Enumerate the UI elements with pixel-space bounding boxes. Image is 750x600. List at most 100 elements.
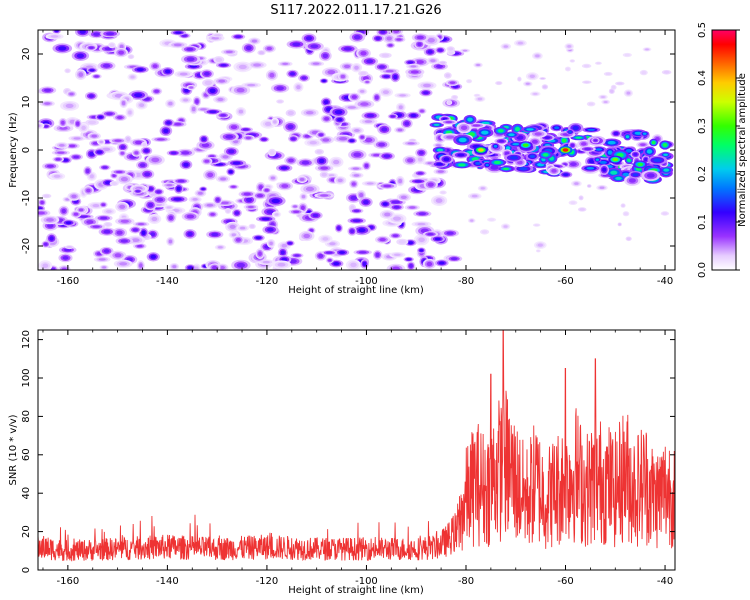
heatmap-cell: [69, 144, 76, 148]
heatmap-cell: [325, 251, 333, 254]
heatmap-cell: [618, 223, 621, 226]
heatmap-cell: [328, 259, 332, 262]
heatmap-cell: [396, 38, 402, 41]
heatmap-cell: [584, 81, 590, 84]
heatmap-cell: [50, 267, 56, 270]
heatmap-cell: [533, 92, 538, 95]
heatmap-cell: [182, 34, 187, 37]
heatmap-cell: [612, 157, 619, 162]
heatmap-cell: [141, 230, 146, 235]
heatmap-cell: [214, 34, 221, 37]
heatmap-cell: [215, 163, 224, 166]
heatmap-cell: [662, 212, 668, 215]
heatmap-cell: [304, 134, 310, 138]
heatmap-cell: [65, 103, 74, 108]
spectrogram-ticks: -160 -140 -120 -100 -80 -60 -40 20 10 0 -10 -20: [21, 30, 675, 287]
heatmap-cell: [409, 263, 413, 268]
heatmap-cell: [581, 142, 587, 146]
heatmap-cell: [365, 80, 370, 84]
heatmap-cell: [204, 159, 210, 163]
snr-ylabel: SNR (10 * v/v): [8, 414, 19, 485]
heatmap-cell: [497, 129, 504, 133]
heatmap-cell: [165, 69, 171, 74]
heatmap-cell: [207, 172, 214, 178]
heatmap-cell: [408, 241, 413, 245]
heatmap-cell: [640, 143, 646, 146]
heatmap-cell: [443, 157, 450, 162]
heatmap-cell: [610, 170, 618, 175]
heatmap-cell: [663, 70, 670, 74]
heatmap-cell: [599, 186, 605, 189]
heatmap-cell: [144, 172, 151, 177]
heatmap-cell: [261, 138, 267, 141]
heatmap-cell: [496, 81, 501, 85]
heatmap-cell: [382, 90, 389, 94]
heatmap-cell: [445, 121, 453, 124]
heatmap-cell: [61, 267, 67, 270]
heatmap-cell: [621, 204, 625, 207]
heatmap-cell: [209, 155, 215, 158]
heatmap-cell: [375, 252, 380, 257]
heatmap-cell: [103, 229, 111, 234]
heatmap-cell: [434, 237, 441, 241]
heatmap-cell: [324, 117, 330, 121]
heatmap-cell: [226, 209, 230, 213]
heatmap-cell: [204, 71, 210, 76]
heatmap-cell: [436, 64, 443, 68]
heatmap-cell: [475, 161, 481, 165]
heatmap-cell: [410, 70, 419, 74]
heatmap-cell: [364, 120, 373, 123]
heatmap-cell: [349, 139, 354, 142]
heatmap-cell: [427, 182, 434, 187]
heatmap-cell: [242, 128, 249, 131]
heatmap-cell: [38, 211, 45, 215]
heatmap-cell: [209, 88, 216, 94]
y-tick-label: 10: [21, 96, 32, 109]
heatmap-cell: [481, 230, 488, 234]
heatmap-cell: [512, 143, 520, 146]
heatmap-cell: [92, 204, 100, 208]
heatmap-cell: [225, 134, 234, 139]
heatmap-cell: [189, 86, 194, 89]
heatmap-cell: [151, 157, 160, 163]
heatmap-cell: [607, 150, 613, 155]
heatmap-cell: [144, 149, 149, 153]
heatmap-cell: [398, 105, 403, 110]
heatmap-cell: [323, 100, 329, 105]
heatmap-cell: [379, 238, 386, 242]
heatmap-cell: [156, 197, 164, 202]
heatmap-cell: [651, 141, 656, 145]
heatmap-cell: [352, 219, 361, 222]
heatmap-cell: [404, 121, 410, 126]
heatmap-cell: [117, 116, 123, 119]
heatmap-cell: [568, 130, 572, 134]
x-tick-label: -100: [355, 576, 378, 587]
heatmap-cell: [288, 158, 294, 163]
heatmap-cell: [381, 53, 390, 58]
heatmap-cell: [78, 208, 84, 212]
heatmap-cell: [250, 224, 255, 228]
heatmap-cell: [201, 143, 210, 148]
heatmap-cell: [438, 261, 445, 265]
heatmap-cell: [175, 31, 182, 34]
colorbar-tick-label: 0.2: [697, 166, 708, 182]
heatmap-cell: [105, 223, 111, 226]
heatmap-cell: [587, 128, 596, 131]
heatmap-cell: [624, 53, 631, 57]
heatmap-cell: [535, 54, 540, 58]
heatmap-cell: [231, 233, 236, 237]
heatmap-cell: [236, 88, 245, 93]
snr-series-line: [38, 330, 675, 562]
snr-ticks: -160 -140 -120 -100 -80 -60 -40 0 20 40 60 80 100 120: [21, 330, 675, 587]
heatmap-cell: [150, 232, 156, 237]
heatmap-cell: [603, 101, 608, 103]
heatmap-cell: [617, 82, 623, 85]
heatmap-cell: [418, 237, 425, 243]
heatmap-cell: [610, 89, 614, 93]
heatmap-cell: [168, 215, 174, 220]
heatmap-cell: [173, 43, 182, 47]
heatmap-cell: [166, 184, 173, 187]
heatmap-cell: [129, 55, 133, 59]
heatmap-cell: [663, 168, 670, 172]
heatmap-cell: [63, 248, 72, 252]
